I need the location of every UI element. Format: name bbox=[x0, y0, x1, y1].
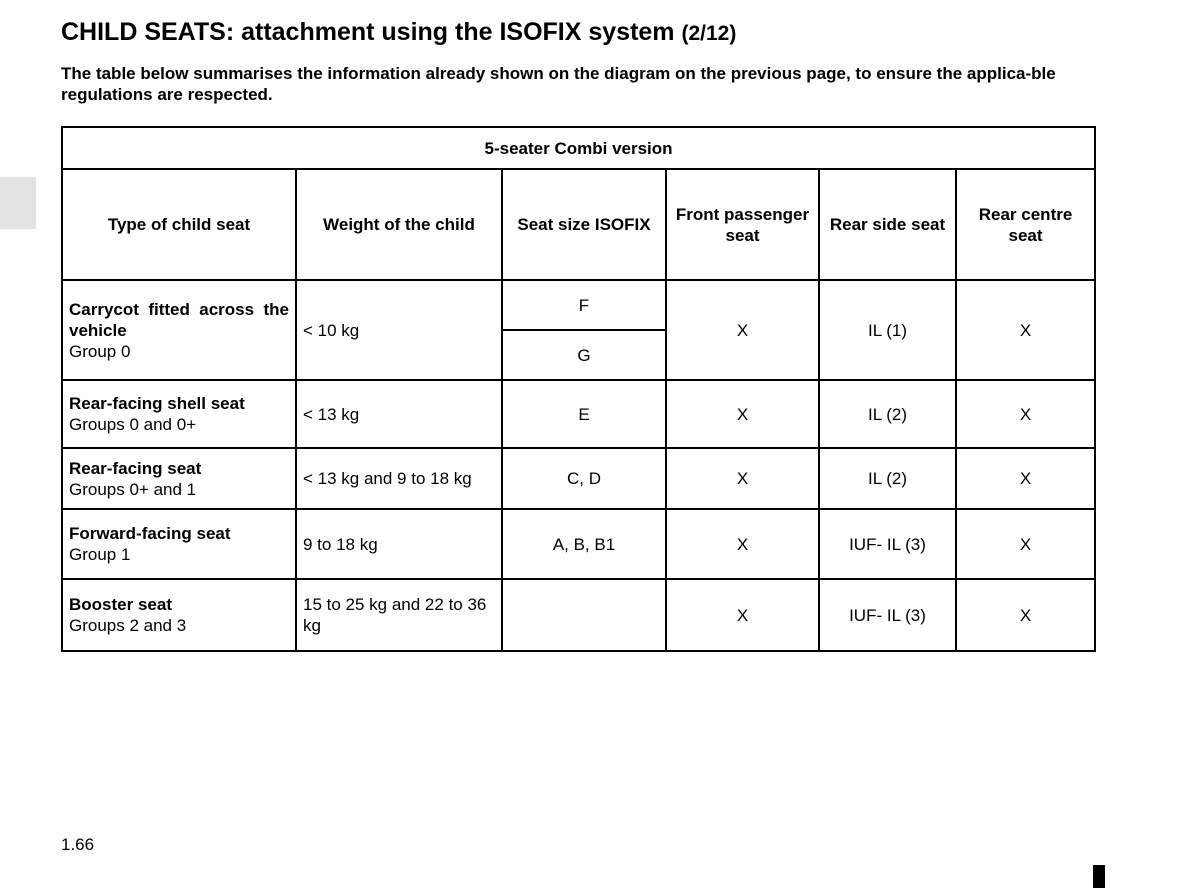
seat-type-cell: Carrycot fitted across the vehicle Group… bbox=[61, 279, 297, 381]
seat-name: Booster seat bbox=[69, 595, 172, 614]
seat-size-cell bbox=[501, 578, 667, 652]
page-title-text: CHILD SEATS: attachment using the ISOFIX… bbox=[61, 18, 675, 46]
intro-paragraph: The table below summarises the informati… bbox=[61, 64, 1056, 104]
front-passenger-cell: X bbox=[665, 508, 820, 580]
front-passenger-cell: X bbox=[665, 578, 820, 652]
table-caption: 5-seater Combi version bbox=[60, 126, 1097, 170]
seat-group: Group 0 bbox=[69, 341, 131, 361]
rear-side-cell: IUF- IL (3) bbox=[818, 578, 957, 652]
seat-name: Forward-facing seat bbox=[69, 524, 231, 543]
header-seat-type: Type of child seat bbox=[61, 168, 297, 281]
rear-centre-cell: X bbox=[954, 279, 1097, 381]
corner-mark bbox=[1093, 865, 1105, 888]
table-header-row: Type of child seat Weight of the child S… bbox=[61, 168, 1097, 281]
seat-size-cell: G bbox=[501, 329, 667, 381]
front-passenger-cell: X bbox=[665, 379, 820, 449]
table-row: Rear-facing seat Groups 0+ and 1 < 13 kg… bbox=[61, 447, 1097, 510]
front-passenger-cell: X bbox=[665, 447, 820, 510]
table-row: Forward-facing seat Group 1 9 to 18 kg A… bbox=[61, 508, 1097, 580]
front-passenger-cell: X bbox=[665, 279, 820, 381]
page-number: 1.66 bbox=[61, 835, 95, 854]
seat-size-cell: C, D bbox=[501, 447, 667, 510]
seat-name: Rear-facing shell seat bbox=[69, 394, 245, 413]
seat-group: Group 1 bbox=[69, 545, 131, 564]
table-row: Carrycot fitted across the vehicle Group… bbox=[61, 279, 1097, 381]
page-title-part: (2/12) bbox=[681, 22, 737, 45]
seat-size-cell: F bbox=[501, 279, 667, 331]
rear-centre-cell: X bbox=[954, 578, 1097, 652]
seat-group: Groups 0+ and 1 bbox=[69, 479, 197, 499]
weight-cell: 15 to 25 kg and 22 to 36 kg bbox=[295, 578, 503, 652]
rear-side-cell: IUF- IL (3) bbox=[818, 508, 957, 580]
rear-side-cell: IL (2) bbox=[818, 447, 957, 510]
seat-size-cell: E bbox=[501, 379, 667, 449]
header-weight: Weight of the child bbox=[295, 168, 503, 281]
rear-centre-cell: X bbox=[954, 379, 1097, 449]
table-row: G bbox=[62, 329, 1095, 381]
rear-centre-cell: X bbox=[954, 508, 1097, 580]
seat-type-cell: Rear-facing shell seat Groups 0 and 0+ bbox=[61, 379, 297, 449]
table-row: Booster seat Groups 2 and 3 15 to 25 kg … bbox=[61, 578, 1097, 652]
seat-name: Carrycot fitted across the vehicle bbox=[69, 299, 289, 340]
header-rear-centre: Rear centre seat bbox=[954, 168, 1097, 281]
seat-size-cell: A, B, B1 bbox=[501, 508, 667, 580]
rear-side-cell: IL (1) bbox=[818, 279, 957, 381]
seat-name: Rear-facing seat bbox=[69, 458, 202, 478]
seat-type-cell: Rear-facing seat Groups 0+ and 1 bbox=[61, 447, 297, 510]
weight-cell: 9 to 18 kg bbox=[295, 508, 503, 580]
header-front-passenger: Front passenger seat bbox=[665, 168, 820, 281]
seat-group: Groups 0 and 0+ bbox=[69, 415, 197, 434]
weight-cell: < 13 kg bbox=[295, 379, 503, 449]
section-tab bbox=[0, 177, 36, 229]
header-rear-side: Rear side seat bbox=[818, 168, 957, 281]
page-title: CHILD SEATS: attachment using the ISOFIX… bbox=[61, 18, 736, 47]
seat-type-cell: Booster seat Groups 2 and 3 bbox=[61, 578, 297, 652]
table-caption-row: 5-seater Combi version bbox=[60, 126, 1097, 170]
seat-type-cell: Forward-facing seat Group 1 bbox=[61, 508, 297, 580]
seat-group: Groups 2 and 3 bbox=[69, 616, 187, 635]
rear-side-cell: IL (2) bbox=[818, 379, 957, 449]
table-row: Rear-facing shell seat Groups 0 and 0+ <… bbox=[61, 379, 1097, 449]
header-seat-size: Seat size ISOFIX bbox=[501, 168, 667, 281]
isofix-table: 5-seater Combi version Type of child sea… bbox=[60, 126, 1097, 652]
rear-centre-cell: X bbox=[954, 447, 1097, 510]
weight-cell: < 13 kg and 9 to 18 kg bbox=[295, 447, 503, 510]
weight-cell: < 10 kg bbox=[295, 279, 503, 381]
